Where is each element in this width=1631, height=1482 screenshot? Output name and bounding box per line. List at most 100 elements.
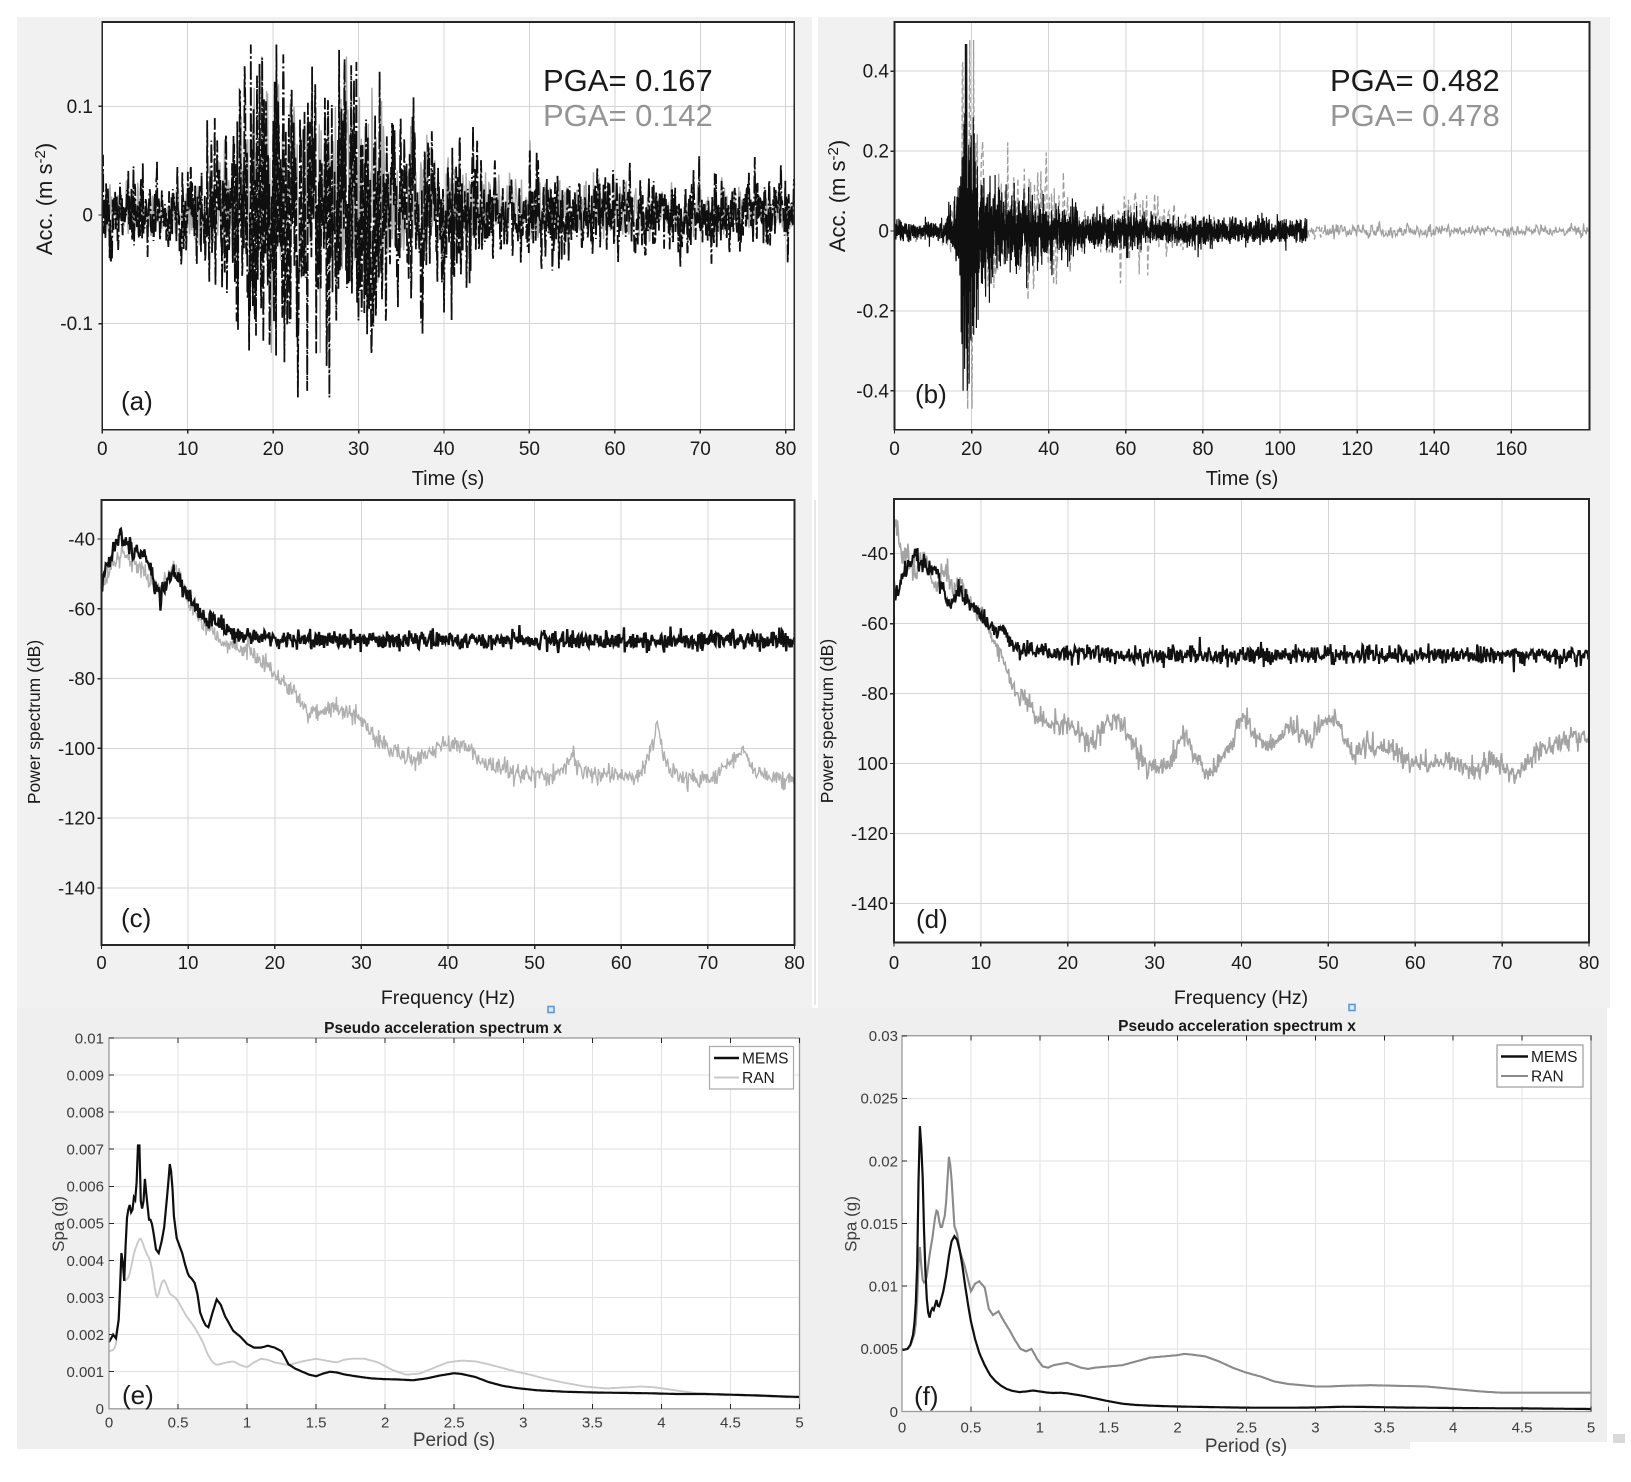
svg-text:-40: -40	[861, 543, 888, 564]
svg-text:-100: -100	[58, 738, 95, 759]
svg-text:RAN: RAN	[742, 1070, 775, 1087]
svg-text:20: 20	[1058, 952, 1079, 973]
svg-text:3: 3	[1311, 1420, 1319, 1437]
svg-text:0: 0	[890, 1404, 898, 1421]
svg-text:Frequency (Hz): Frequency (Hz)	[381, 987, 515, 1009]
svg-text:0: 0	[82, 206, 93, 227]
svg-text:1: 1	[1036, 1420, 1044, 1437]
svg-text:RAN: RAN	[1531, 1069, 1564, 1086]
svg-text:(d): (d)	[916, 904, 948, 934]
svg-text:60: 60	[611, 952, 632, 973]
svg-text:-0.1: -0.1	[60, 314, 93, 335]
svg-text:0.004: 0.004	[66, 1253, 104, 1270]
svg-text:140: 140	[1418, 439, 1450, 460]
svg-text:Time (s): Time (s)	[1206, 468, 1279, 490]
svg-text:0.006: 0.006	[66, 1179, 104, 1196]
svg-text:100: 100	[1264, 439, 1296, 460]
svg-text:4.5: 4.5	[720, 1414, 741, 1431]
svg-text:100: 100	[857, 753, 888, 774]
svg-text:0.01: 0.01	[869, 1279, 898, 1296]
svg-text:0.5: 0.5	[168, 1414, 189, 1431]
svg-text:60: 60	[1115, 439, 1136, 460]
svg-text:60: 60	[604, 439, 625, 460]
svg-text:(c): (c)	[121, 903, 151, 933]
svg-text:0.015: 0.015	[860, 1216, 898, 1233]
svg-text:5: 5	[795, 1414, 803, 1431]
svg-text:Frequency (Hz): Frequency (Hz)	[1174, 987, 1308, 1009]
svg-text:80: 80	[784, 952, 805, 973]
svg-text:10: 10	[177, 439, 198, 460]
svg-text:5: 5	[1587, 1420, 1595, 1437]
svg-text:40: 40	[438, 952, 459, 973]
svg-text:0: 0	[96, 952, 106, 973]
svg-text:0: 0	[105, 1414, 113, 1431]
svg-text:3.5: 3.5	[1374, 1420, 1395, 1437]
svg-text:-140: -140	[58, 878, 95, 899]
svg-text:MEMS: MEMS	[742, 1051, 789, 1068]
svg-text:10: 10	[971, 952, 992, 973]
svg-text:3.5: 3.5	[582, 1414, 603, 1431]
svg-text:(f): (f)	[914, 1381, 939, 1411]
svg-text:-120: -120	[851, 823, 888, 844]
svg-text:Power spectrum (dB): Power spectrum (dB)	[24, 640, 44, 804]
svg-text:0.025: 0.025	[860, 1091, 898, 1108]
svg-text:Spa (g): Spa (g)	[49, 1196, 68, 1252]
svg-text:30: 30	[351, 952, 372, 973]
svg-text:80: 80	[1579, 952, 1600, 973]
svg-text:3: 3	[519, 1414, 527, 1431]
svg-text:0.4: 0.4	[863, 62, 890, 83]
svg-text:0.2: 0.2	[863, 142, 889, 163]
svg-text:-120: -120	[58, 808, 95, 829]
svg-text:2: 2	[1173, 1420, 1181, 1437]
svg-text:20: 20	[263, 439, 284, 460]
svg-text:0.008: 0.008	[66, 1105, 104, 1122]
svg-text:Pseudo acceleration spectrum x: Pseudo acceleration spectrum x	[324, 1020, 562, 1037]
svg-text:70: 70	[690, 439, 711, 460]
svg-text:0.009: 0.009	[66, 1067, 104, 1084]
svg-text:Period (s): Period (s)	[413, 1430, 495, 1451]
svg-text:160: 160	[1495, 439, 1527, 460]
svg-text:80: 80	[775, 439, 796, 460]
svg-text:20: 20	[265, 952, 286, 973]
svg-text:30: 30	[1144, 952, 1165, 973]
svg-text:-0.4: -0.4	[856, 381, 889, 402]
svg-text:0.005: 0.005	[860, 1341, 898, 1358]
svg-text:PGA= 0.482: PGA= 0.482	[1330, 63, 1500, 98]
svg-text:-40: -40	[68, 529, 95, 550]
svg-text:0.003: 0.003	[66, 1290, 104, 1307]
svg-text:-140: -140	[851, 893, 888, 914]
svg-text:0.02: 0.02	[869, 1153, 898, 1170]
svg-text:MEMS: MEMS	[1531, 1049, 1578, 1066]
svg-text:40: 40	[1231, 952, 1252, 973]
svg-text:PGA= 0.142: PGA= 0.142	[543, 98, 713, 133]
svg-text:50: 50	[524, 952, 545, 973]
svg-text:0.5: 0.5	[960, 1420, 981, 1437]
svg-text:2.5: 2.5	[1236, 1420, 1257, 1437]
svg-text:30: 30	[348, 439, 369, 460]
svg-text:50: 50	[1318, 952, 1339, 973]
svg-text:0.005: 0.005	[66, 1216, 104, 1233]
svg-text:0.1: 0.1	[67, 97, 93, 118]
svg-text:40: 40	[1038, 439, 1059, 460]
svg-text:0.002: 0.002	[66, 1327, 104, 1344]
svg-text:4: 4	[1449, 1420, 1457, 1437]
svg-text:120: 120	[1341, 439, 1373, 460]
svg-text:PGA= 0.167: PGA= 0.167	[543, 63, 713, 98]
svg-text:4.5: 4.5	[1512, 1420, 1533, 1437]
svg-text:2: 2	[381, 1414, 389, 1431]
svg-text:0: 0	[97, 439, 108, 460]
svg-text:80: 80	[1192, 439, 1213, 460]
svg-text:1.5: 1.5	[306, 1414, 327, 1431]
svg-text:-0.2: -0.2	[856, 301, 889, 322]
svg-text:0.001: 0.001	[66, 1364, 104, 1381]
svg-text:-60: -60	[861, 613, 888, 634]
svg-text:0.03: 0.03	[869, 1028, 898, 1045]
svg-text:-80: -80	[861, 683, 888, 704]
svg-text:Spa (g): Spa (g)	[842, 1196, 861, 1252]
svg-text:60: 60	[1405, 952, 1426, 973]
svg-text:10: 10	[178, 952, 199, 973]
svg-text:0.01: 0.01	[75, 1030, 104, 1047]
svg-text:-60: -60	[68, 598, 95, 619]
svg-text:40: 40	[433, 439, 454, 460]
svg-text:4: 4	[657, 1414, 665, 1431]
